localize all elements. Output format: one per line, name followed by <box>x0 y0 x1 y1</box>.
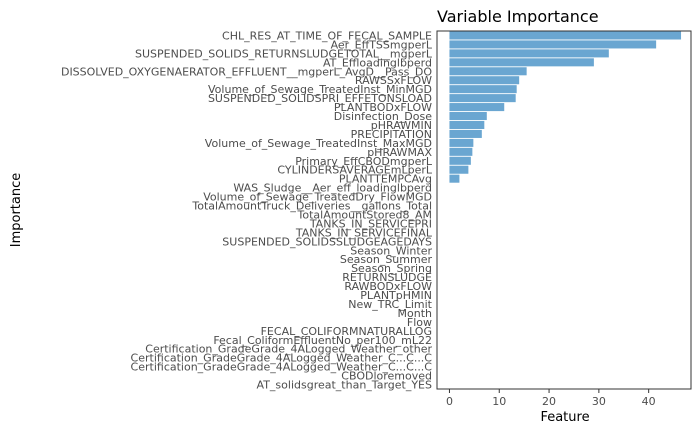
y-tick-label: RAWBODxFLOW <box>344 280 432 293</box>
y-tick-label: Aer_EffTSSmgperL <box>331 38 433 51</box>
x-tick-label: 40 <box>642 395 656 408</box>
bar <box>449 40 657 49</box>
bar <box>449 147 473 156</box>
y-tick-label: Disinfection_Dose <box>334 110 432 123</box>
bar <box>449 31 682 40</box>
y-tick-label: SUSPENDED_SOLIDS_RETURNSLUDGETOTAL__mgpe… <box>135 47 433 60</box>
y-tick-label: Fecal_ColiformEffluentNo_per100_mL22 <box>213 334 432 347</box>
bar <box>449 165 469 174</box>
y-tick-label: AT_solidsgreat_than_Target_YES <box>257 379 432 392</box>
y-tick-label: Flow <box>407 316 432 329</box>
bar <box>449 76 520 85</box>
y-tick-label: Season_Winter <box>350 244 432 257</box>
bar <box>449 156 471 165</box>
bar <box>449 129 482 138</box>
chart-title: Variable Importance <box>437 7 599 26</box>
bar <box>449 94 516 103</box>
y-tick-label: TANKS_IN_SERVICEFINAL <box>295 226 433 239</box>
y-tick-label: CYLINDERSAVERAGEmLperL <box>277 164 432 177</box>
bar <box>449 49 609 58</box>
y-tick-label: SUSPENDED_SOLIDSPRI_EFFETONSLOAD <box>208 92 432 105</box>
y-tick-label: RAWSSxFLOW <box>355 74 432 87</box>
bar <box>449 138 474 147</box>
y-tick-label: WAS_Sludge__Aer_eff_loadinglbperd <box>233 182 432 195</box>
y-tick-label: SUSPENDED_SOLIDSSLUDGEAGEDAYS <box>222 235 432 248</box>
y-tick-label: Month <box>398 307 433 320</box>
y-tick-labels: CHL_RES_AT_TIME_OF_FECAL_SAMPLEAer_EffTS… <box>61 29 433 391</box>
y-tick-label: AT_Effloadinglbperd <box>323 56 432 69</box>
bar <box>449 103 505 112</box>
y-tick-label: DISSOLVED_OXYGENAERATOR_EFFLUENT__mgperL… <box>61 65 432 78</box>
y-tick-label: PLANTBODxFLOW <box>334 101 432 114</box>
y-tick-label: Certification_GradeGrade_4ALogged_Weathe… <box>131 352 433 365</box>
y-tick-label: PLANTTEMPCAvg <box>339 173 432 186</box>
y-axis-title: Importance <box>9 173 24 248</box>
y-tick-label: Volume_of_Sewage_TreatedInst_MaxMGD <box>205 137 432 150</box>
y-tick-label: Volume_of_Sewage_TreatedInst_MinMGD <box>208 83 432 96</box>
y-tick-label: Season_Summer <box>340 253 433 266</box>
y-tick-label: TotalAmountTruck_Deliveries__gallons_Tot… <box>191 200 432 213</box>
y-tick-label: Primary_EffCBODmgperL <box>295 155 433 168</box>
y-tick-label: RETURNSLUDGE <box>342 271 432 284</box>
y-tick-label: Certification_GradeGrade_4ALogged_Weathe… <box>145 343 432 356</box>
bar <box>449 67 527 76</box>
y-tick-label: TANKS_IN_SERVICEPRI <box>309 217 432 230</box>
y-tick-label: Certification_GradeGrade_4ALogged_Weathe… <box>131 361 433 374</box>
y-tick-label: Volume_of_Sewage_TreatedDry_FlowMGD <box>203 191 432 204</box>
bar <box>449 120 485 130</box>
y-tick-label: CHL_RES_AT_TIME_OF_FECAL_SAMPLE <box>222 29 432 42</box>
bar <box>449 174 460 183</box>
y-tick-label: PRECIPITATION <box>351 128 432 141</box>
y-tick-label: pHRAWMIN <box>371 119 432 132</box>
bar <box>449 58 594 67</box>
x-tick-label: 20 <box>542 395 556 408</box>
y-tick-label: pHRAWMAX <box>367 146 432 159</box>
x-axis-ticks: 0 10 20 30 40 <box>446 389 656 408</box>
x-axis-title: Feature <box>540 410 589 425</box>
x-tick-label: 30 <box>592 395 606 408</box>
y-tick-label: New_TRC_Limit <box>348 298 432 311</box>
y-tick-label: PLANTpHMIN <box>360 289 432 302</box>
y-tick-label: FECAL_COLIFORMNATURALLOG <box>261 325 432 338</box>
y-tick-label: TotalAmountStored8_AM <box>297 208 433 221</box>
plot-panel-border <box>436 30 692 390</box>
y-tick-label: CBODloremoved <box>341 370 432 383</box>
bar <box>449 85 517 94</box>
x-tick-label: 0 <box>446 395 453 408</box>
y-tick-label: Season_Spring <box>351 262 432 275</box>
bars-layer <box>449 31 682 183</box>
bar <box>449 111 487 121</box>
x-tick-label: 10 <box>492 395 506 408</box>
